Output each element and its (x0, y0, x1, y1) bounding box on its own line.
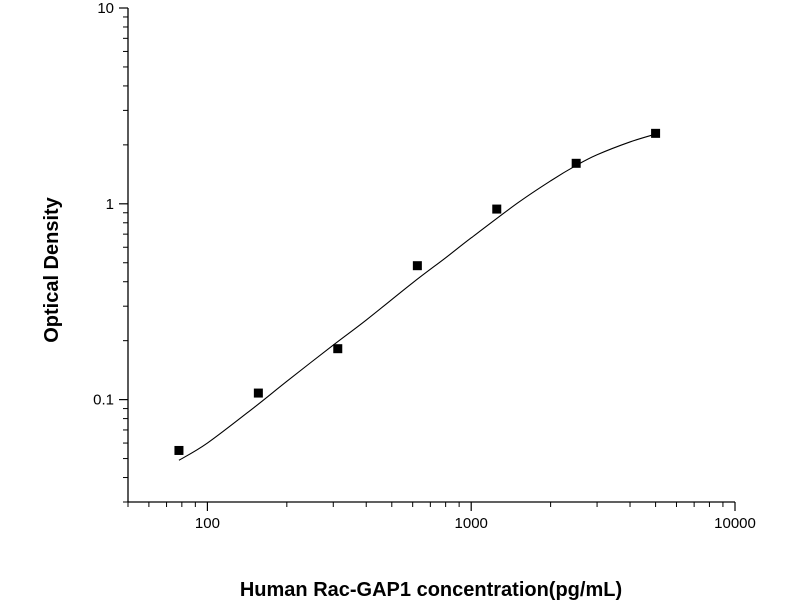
x-tick-label: 100 (195, 515, 220, 532)
data-point-marker (333, 344, 343, 354)
x-axis-title: Human Rac-GAP1 concentration(pg/mL) (240, 579, 622, 600)
data-point-marker (651, 128, 661, 138)
points-layer (174, 128, 661, 455)
y-axis-title: Optical Density (41, 196, 63, 342)
y-tick-label: 0.1 (93, 392, 114, 409)
axes-layer (127, 8, 735, 503)
y-tick-label: 10 (97, 0, 114, 17)
data-point-marker (492, 204, 502, 214)
ticks-layer (119, 7, 736, 511)
data-point-marker (571, 158, 581, 168)
x-tick-label: 1000 (455, 515, 488, 532)
y-tick-label: 1 (106, 196, 114, 213)
data-point-marker (174, 445, 184, 455)
x-tick-label: 10000 (714, 515, 756, 532)
data-point-marker (412, 261, 422, 271)
curve-layer (178, 133, 656, 461)
labels-layer: 100 1000 10000 0.1 1 10 (93, 0, 756, 532)
data-point-marker (253, 388, 263, 398)
fit-curve-line (178, 133, 656, 461)
